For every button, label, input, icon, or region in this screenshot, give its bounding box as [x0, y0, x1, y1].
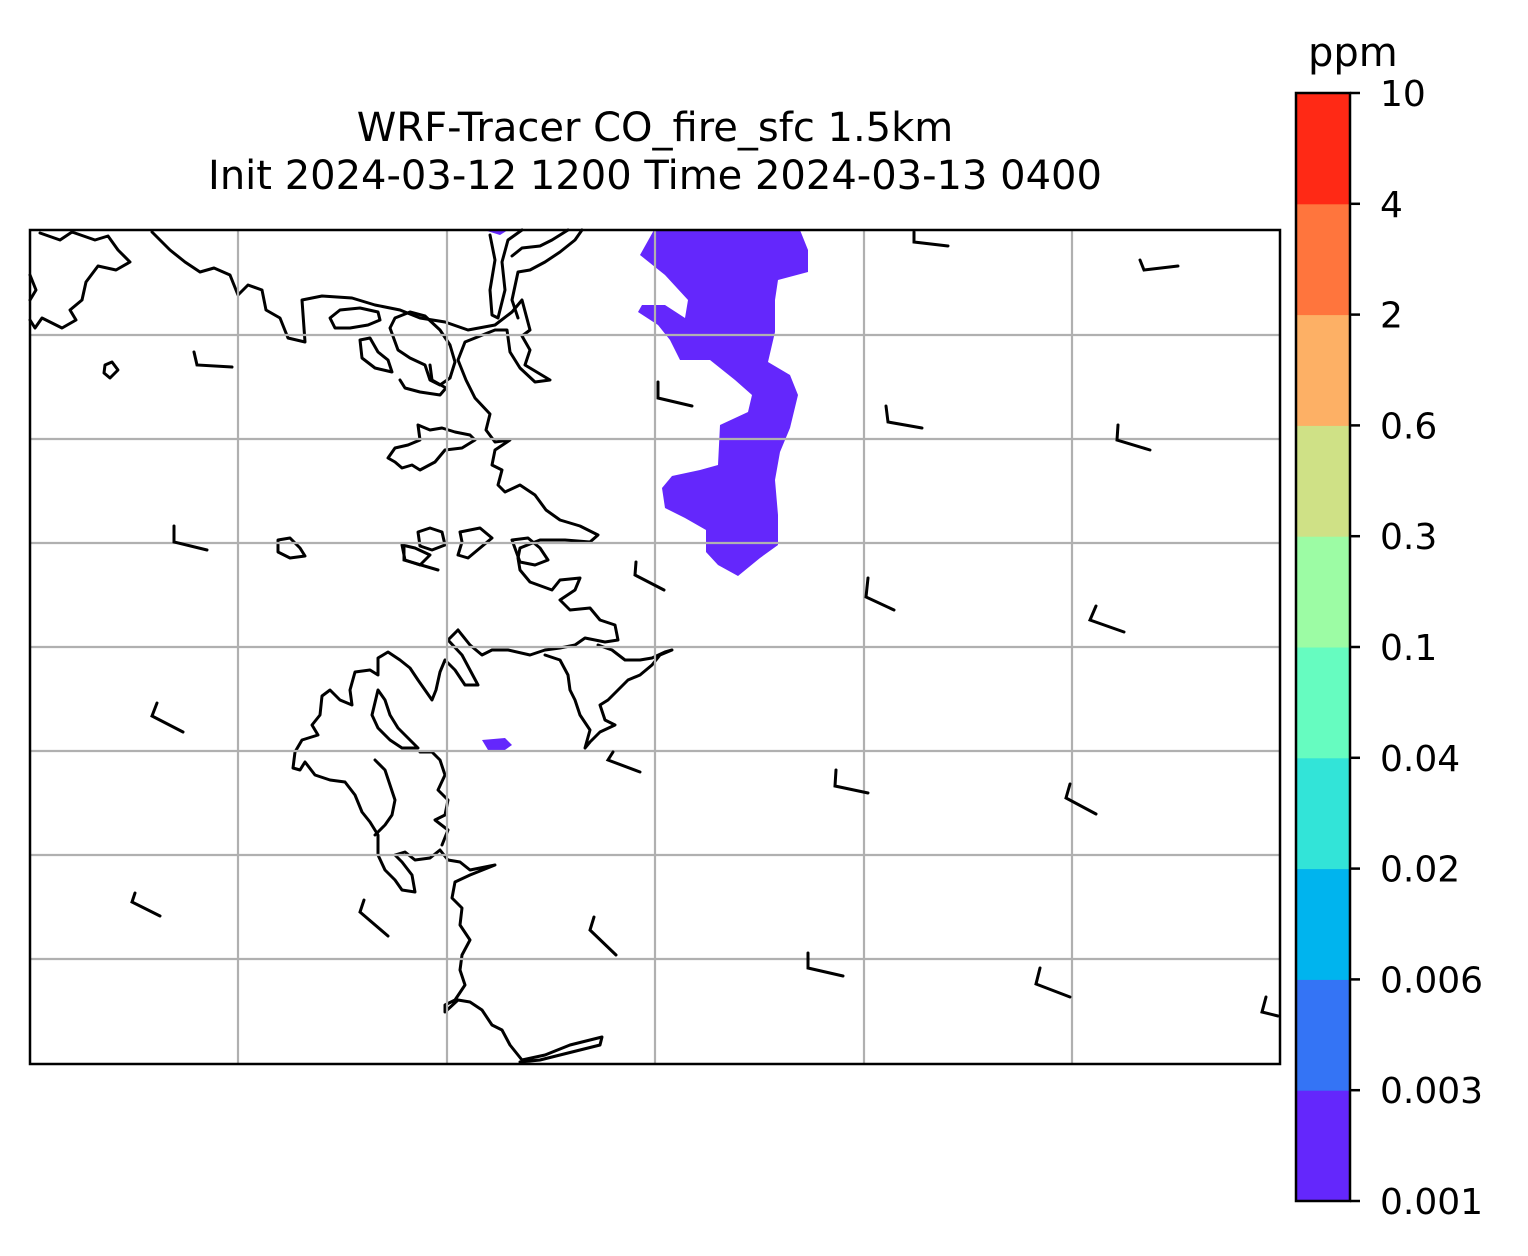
wind-barb	[172, 524, 209, 552]
map-plot-area	[28, 228, 1282, 1066]
colorbar-tick-label: 0.6	[1380, 406, 1437, 447]
wind-barb	[150, 701, 185, 734]
colorbar-tick-label: 0.02	[1380, 850, 1460, 891]
map-frame	[28, 228, 1282, 1066]
wind-barb	[1138, 258, 1180, 272]
colorbar-segment	[1296, 425, 1350, 537]
colorbar-unit-label: ppm	[1308, 30, 1398, 76]
colorbar-tick-label: 0.3	[1380, 517, 1437, 558]
wind-barb	[806, 951, 845, 978]
wind-barbs	[130, 230, 1280, 1018]
wind-barb	[192, 350, 234, 369]
title-line-2: Init 2024-03-12 1200 Time 2024-03-13 040…	[208, 153, 1102, 199]
co-plume-main	[638, 230, 808, 576]
wind-barb	[130, 891, 162, 918]
title-line-1: WRF-Tracer CO_fire_sfc 1.5km	[356, 105, 954, 151]
colorbar-tick-label: 2	[1380, 296, 1403, 337]
wind-barb	[1115, 423, 1152, 452]
wind-barb	[358, 898, 390, 938]
wind-barb	[402, 546, 440, 572]
colorbar-tick-label: 0.04	[1380, 739, 1460, 780]
colorbar-segment	[1296, 979, 1350, 1091]
coastline	[28, 228, 674, 1064]
gridlines	[30, 230, 1280, 1064]
colorbar-tick-label: 0.001	[1380, 1182, 1483, 1223]
wind-barb	[1260, 995, 1280, 1018]
colorbar-segment	[1296, 314, 1350, 426]
colorbar: 0.001 0.003 0.006 0.02 0.04 0.1 0.3 0.6 2 4 10	[1294, 74, 1483, 1223]
co-plume-patch	[482, 738, 512, 752]
colorbar-segment	[1296, 757, 1350, 870]
wind-barb	[656, 380, 694, 408]
chart-title: WRF-Tracer CO_fire_sfc 1.5km Init 2024-0…	[30, 104, 1280, 200]
wind-barb	[1064, 782, 1098, 816]
colorbar-tick-label: 0.006	[1380, 960, 1483, 1001]
colorbar-tick-label: 0.1	[1380, 628, 1437, 669]
colorbar-segment	[1296, 203, 1350, 316]
wind-barb	[588, 915, 618, 957]
colorbar-segment	[1296, 93, 1350, 205]
wind-barb	[605, 750, 642, 774]
colorbar-tick-label: 10	[1380, 74, 1426, 115]
colorbar-tick-label: 0.003	[1380, 1071, 1483, 1112]
wind-barb	[912, 230, 950, 248]
colorbar-segment	[1296, 1090, 1350, 1202]
colorbar-tick-label: 4	[1380, 185, 1403, 226]
wind-barb	[633, 560, 666, 592]
colorbar-segment	[1296, 868, 1350, 980]
wind-barb	[1034, 966, 1072, 999]
wind-barb	[884, 404, 924, 430]
colorbar-segment	[1296, 647, 1350, 759]
wind-barb	[864, 576, 896, 612]
wind-barb	[1087, 604, 1126, 634]
colorbar-segment	[1296, 536, 1350, 648]
wind-barb	[833, 768, 870, 795]
